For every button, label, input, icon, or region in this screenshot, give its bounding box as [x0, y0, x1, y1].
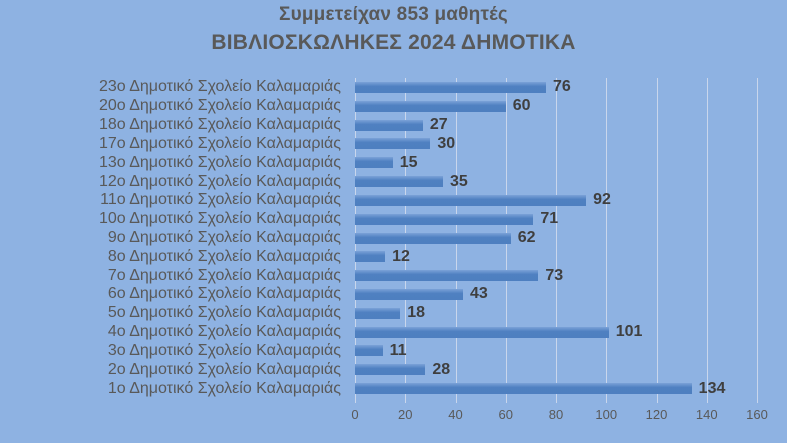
plot-area: 0 20 40 60 80 100 120 140 160 76 60 27 30 15 35 92 71 62 1…: [351, 78, 768, 422]
category-label: 20ο Δημοτικό Σχολείο Καλαμαριάς: [98, 97, 341, 115]
bar: [355, 288, 464, 300]
bar: [355, 345, 383, 357]
axis-tick: [405, 398, 407, 403]
category-label: 9ο Δημοτικό Σχολείο Καλαμαριάς: [107, 229, 341, 246]
axis-tick: [656, 398, 658, 403]
gridline: [606, 78, 608, 398]
gridline: [706, 78, 708, 398]
axis-tick: [706, 398, 708, 403]
value-label: 11: [389, 341, 407, 359]
x-axis-tick-label: 40: [448, 407, 463, 422]
value-label: 27: [429, 116, 448, 134]
bar: [355, 81, 546, 93]
category-label: 11ο Δημοτικό Σχολείο Καλαμαριάς: [100, 191, 341, 209]
category-label: 1ο Δημοτικό Σχολείο Καλαμαριάς: [107, 379, 341, 397]
axis-tick: [757, 398, 758, 403]
category-label: 8ο Δημοτικό Σχολείο Καλαμαριάς: [107, 247, 341, 265]
gridline: [556, 78, 557, 398]
bar: [355, 157, 393, 169]
value-label: 35: [449, 172, 468, 190]
category-label: 10ο Δημοτικό Σχολείο Καλαμαριάς: [98, 210, 341, 228]
value-label: 30: [437, 134, 456, 152]
category-label: 12ο Δημοτικό Σχολείο Καλαμαριάς: [98, 172, 341, 190]
value-label: 76: [552, 78, 571, 96]
value-label: 134: [698, 379, 726, 397]
axis-tick: [556, 398, 557, 403]
bar: [355, 232, 511, 244]
value-label: 60: [512, 97, 531, 115]
x-axis-tick-label: 160: [746, 407, 768, 422]
category-label: 17ο Δημοτικό Σχολείο Καλαμαριάς: [98, 134, 341, 152]
value-label: 73: [545, 266, 564, 284]
axis-tick: [355, 398, 356, 403]
bar: [355, 119, 423, 131]
bar: [355, 383, 692, 395]
bar: [355, 138, 431, 150]
axis-tick: [505, 398, 507, 403]
value-label: 43: [470, 285, 488, 303]
category-label: 3ο Δημοτικό Σχολείο Καλαμαριάς: [107, 341, 341, 359]
bar: [355, 270, 539, 282]
category-label: 4ο Δημοτικό Σχολείο Καλαμαριάς: [107, 323, 341, 341]
chart-subtitle: ΒΙΒΛΙΟΣΚΩΛΗΚΕΣ 2024 ΔΗΜΟΤΙΚΑ: [211, 31, 576, 54]
bar: [355, 326, 609, 338]
category-label: 18ο Δημοτικό Σχολείο Καλαμαριάς: [98, 116, 341, 134]
x-axis-tick-label: 0: [351, 407, 359, 422]
x-axis-tick-label: 120: [645, 407, 668, 422]
x-axis-tick-label: 20: [398, 407, 413, 422]
bar: [355, 100, 506, 112]
value-label: 12: [392, 247, 410, 265]
bar: [355, 213, 534, 225]
bar: [355, 364, 426, 376]
category-label: 7ο Δημοτικό Σχολείο Καλαμαριάς: [107, 266, 341, 284]
bar: [355, 251, 386, 263]
category-axis: 23ο Δημοτικό Σχολείο Καλαμαριάς 20ο Δημοτ…: [0, 78, 347, 398]
axis-tick: [455, 398, 457, 403]
value-label: 71: [540, 210, 559, 228]
x-axis-tick-label: 60: [498, 407, 513, 422]
bar: [355, 176, 443, 188]
category-label: 5ο Δημοτικό Σχολείο Καλαμαριάς: [107, 304, 341, 322]
category-label: 13ο Δημοτικό Σχολείο Καλαμαριάς: [98, 153, 341, 171]
value-label: 15: [399, 153, 418, 171]
bar: [355, 307, 401, 319]
chart-title: Συμμετείχαν 853 μαθητές: [279, 4, 508, 25]
gridline: [757, 78, 758, 398]
bar: [355, 194, 587, 206]
value-label: 28: [432, 360, 451, 378]
value-label: 92: [593, 191, 611, 209]
value-label: 18: [407, 304, 426, 322]
category-label: 23ο Δημοτικό Σχολείο Καλαμαριάς: [98, 78, 341, 96]
x-axis-tick-label: 80: [548, 407, 564, 422]
x-axis-tick-label: 100: [595, 407, 618, 422]
gridline: [656, 78, 658, 398]
category-label: 2ο Δημοτικό Σχολείο Καλαμαριάς: [107, 360, 341, 378]
value-label: 101: [615, 323, 643, 341]
value-label: 62: [517, 229, 536, 246]
axis-tick: [606, 398, 608, 403]
x-axis-tick-label: 140: [695, 407, 718, 422]
category-label: 6ο Δημοτικό Σχολείο Καλαμαριάς: [107, 285, 341, 303]
